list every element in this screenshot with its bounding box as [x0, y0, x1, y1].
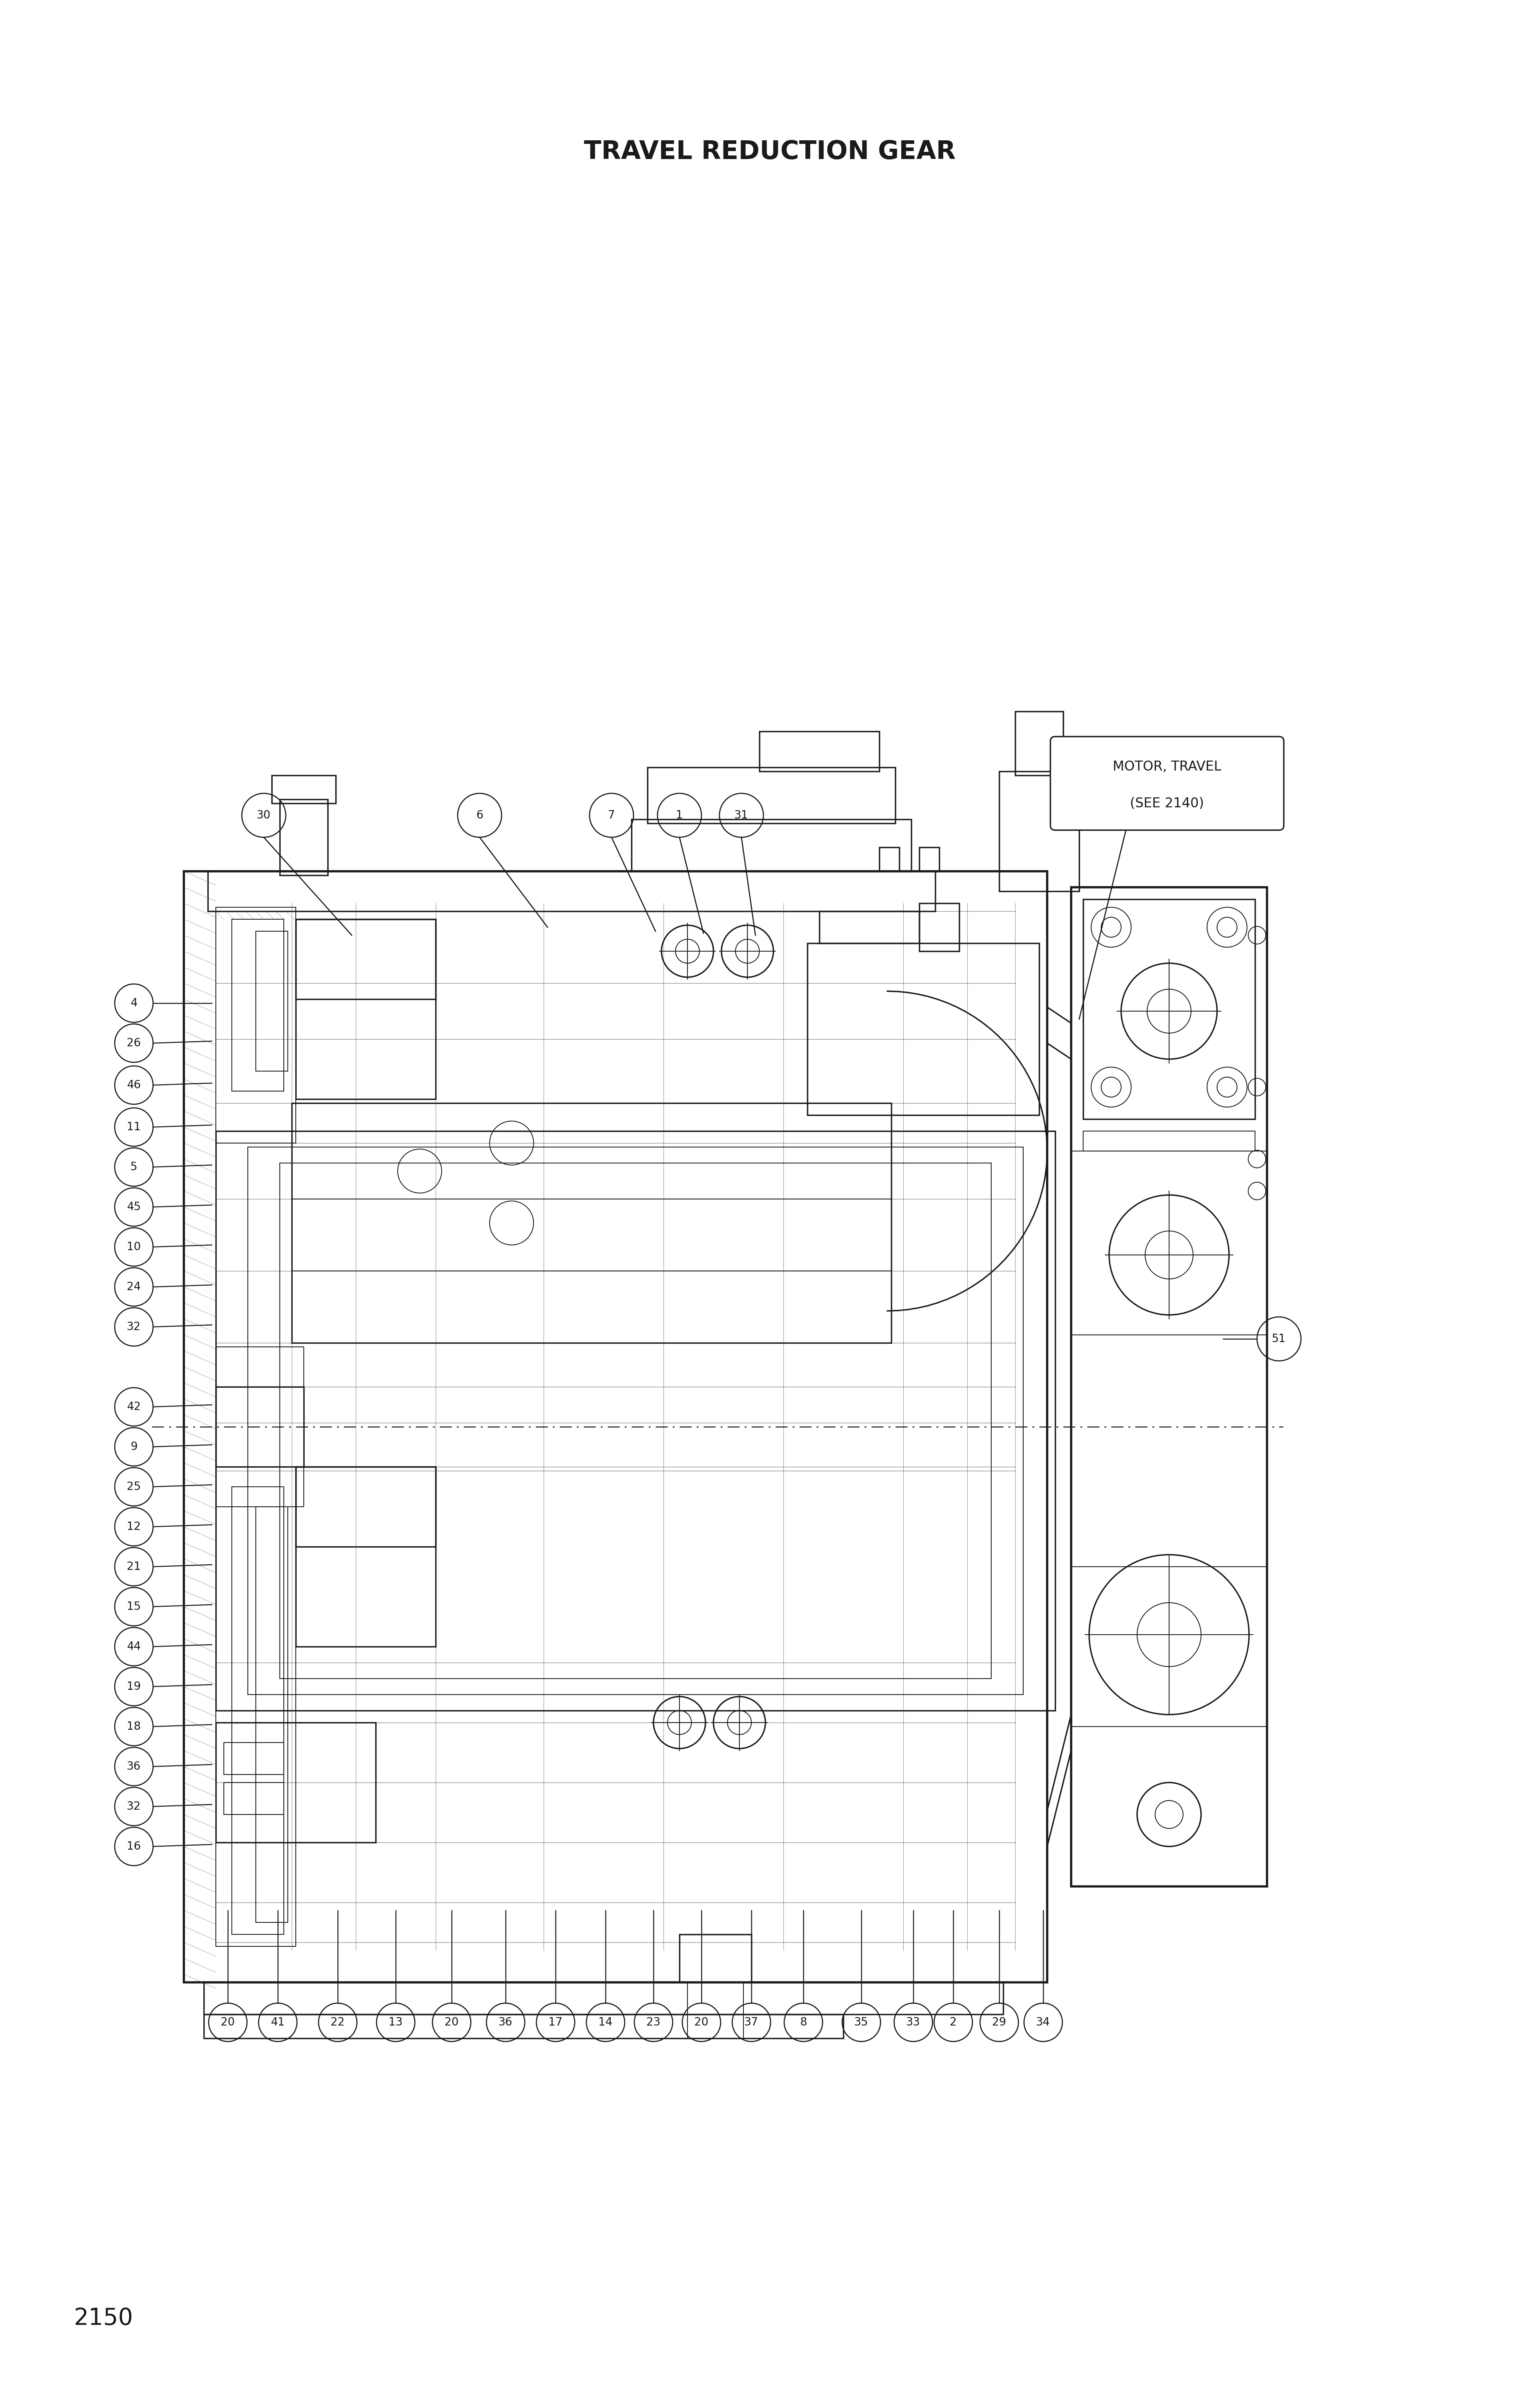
Text: 35: 35	[855, 2017, 869, 2029]
Text: 20: 20	[445, 2017, 459, 2029]
Bar	[256, 1507, 288, 1923]
Text: 1: 1	[676, 810, 684, 820]
Text: 24: 24	[126, 1281, 142, 1293]
Bar	[919, 846, 939, 870]
Bar	[879, 846, 899, 870]
Text: 10: 10	[126, 1240, 142, 1252]
Bar	[233, 918, 283, 1091]
Bar	[256, 930, 288, 1072]
Bar	[216, 1466, 296, 1947]
Text: 31: 31	[735, 810, 748, 820]
Bar	[291, 1103, 892, 1344]
Text: 11: 11	[126, 1123, 142, 1132]
Text: 33: 33	[906, 2017, 921, 2029]
Bar	[647, 767, 895, 822]
Text: 44: 44	[126, 1642, 142, 1652]
Text: 20: 20	[695, 2017, 708, 2029]
Text: 18: 18	[126, 1721, 142, 1733]
Text: 12: 12	[126, 1522, 142, 1531]
Bar	[1083, 1130, 1255, 1152]
Bar	[1072, 887, 1267, 1887]
Bar	[296, 918, 436, 1000]
Text: 36: 36	[126, 1762, 142, 1772]
Text: 20: 20	[220, 2017, 236, 2029]
Text: 22: 22	[331, 2017, 345, 2029]
Text: 4: 4	[131, 998, 137, 1010]
Bar	[216, 1346, 303, 1387]
Text: 19: 19	[126, 1680, 142, 1692]
FancyBboxPatch shape	[1050, 736, 1284, 829]
Text: MOTOR, TRAVEL: MOTOR, TRAVEL	[1113, 760, 1221, 774]
Bar	[687, 1983, 744, 2015]
Bar	[216, 1466, 303, 1507]
Bar	[919, 904, 959, 952]
Bar	[679, 1935, 752, 1983]
Text: 23: 23	[647, 2017, 661, 2029]
Text: 5: 5	[131, 1161, 137, 1173]
Text: 36: 36	[499, 2017, 513, 2029]
Text: 32: 32	[126, 1801, 142, 1813]
Text: 41: 41	[271, 2017, 285, 2029]
Bar	[271, 776, 336, 803]
Bar	[223, 1781, 283, 1815]
Text: 30: 30	[257, 810, 271, 820]
Text: 14: 14	[599, 2017, 613, 2029]
Bar	[223, 1743, 283, 1774]
Text: 42: 42	[126, 1402, 142, 1414]
Bar	[280, 801, 328, 875]
Text: 21: 21	[126, 1560, 142, 1572]
Bar	[203, 1983, 1003, 2015]
Text: 2: 2	[950, 2017, 956, 2029]
Text: 16: 16	[126, 1841, 142, 1851]
Bar	[183, 870, 1047, 1983]
Bar	[807, 942, 1040, 1115]
Text: 7: 7	[608, 810, 614, 820]
Text: 17: 17	[548, 2017, 562, 2029]
Bar	[759, 731, 879, 772]
Bar	[1015, 712, 1063, 776]
Text: 2150: 2150	[74, 2308, 134, 2329]
Bar	[296, 1466, 436, 1647]
Bar	[203, 2015, 844, 2039]
Text: 8: 8	[799, 2017, 807, 2029]
Bar	[216, 906, 296, 1142]
Bar	[999, 772, 1080, 892]
Text: 34: 34	[1036, 2017, 1050, 2029]
Bar	[233, 1486, 283, 1935]
Bar	[819, 911, 919, 942]
Text: 26: 26	[126, 1039, 142, 1048]
Bar	[631, 820, 912, 870]
Text: TRAVEL REDUCTION GEAR: TRAVEL REDUCTION GEAR	[584, 139, 956, 163]
Bar	[216, 1387, 303, 1466]
Text: 29: 29	[992, 2017, 1006, 2029]
Bar	[1083, 899, 1255, 1120]
Text: 32: 32	[126, 1322, 142, 1332]
Bar	[208, 870, 935, 911]
Bar	[296, 1466, 436, 1546]
Text: 25: 25	[126, 1481, 142, 1493]
Bar	[216, 1724, 376, 1841]
Text: 45: 45	[126, 1202, 142, 1212]
Text: 46: 46	[126, 1079, 142, 1091]
Bar	[248, 1147, 1023, 1695]
Text: 13: 13	[388, 2017, 403, 2029]
Bar	[216, 1130, 1055, 1712]
Text: 15: 15	[126, 1601, 142, 1613]
Text: 51: 51	[1272, 1334, 1286, 1344]
Text: 9: 9	[131, 1442, 137, 1452]
Bar	[296, 918, 436, 1099]
Text: 6: 6	[476, 810, 484, 820]
Text: 37: 37	[744, 2017, 759, 2029]
Text: (SEE 2140): (SEE 2140)	[1130, 796, 1204, 810]
Bar	[687, 2015, 744, 2039]
Bar	[280, 1164, 992, 1678]
